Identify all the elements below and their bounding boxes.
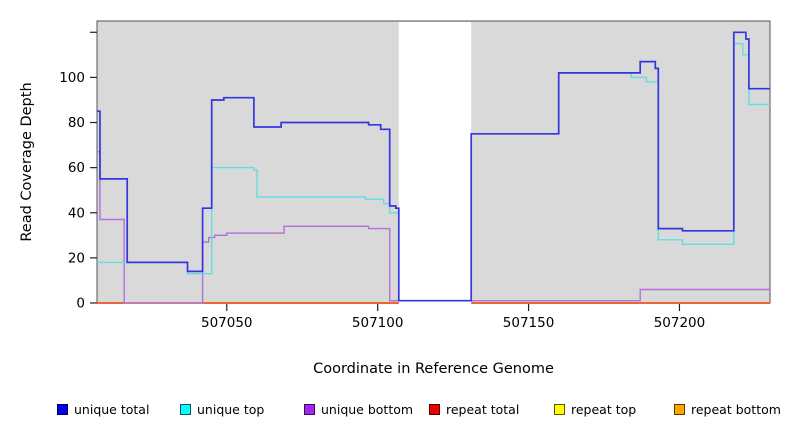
legend-item-unique-bottom: unique bottom [304,401,413,417]
legend-label-unique-bottom: unique bottom [321,401,414,417]
legend-label-repeat-total: repeat total [446,401,520,417]
legend-label-repeat-bottom: repeat bottom [691,401,781,417]
legend-swatch-repeat-top [554,403,565,415]
legend-label-repeat-top: repeat top [571,401,637,417]
x-tick-label-507100: 507100 [352,315,404,331]
legend: unique total unique top unique bottom repea… [0,0,792,417]
series-line-unique-total [97,31,770,302]
y-axis-title: Read Coverage Depth [19,82,35,242]
legend-swatch-unique-bottom [304,403,315,415]
legend-item-repeat-total: repeat total [429,401,519,417]
legend-swatch-repeat-total [429,403,440,415]
legend-label-unique-top: unique top [197,401,265,417]
legend-swatch-unique-top [180,403,191,415]
y-tick-label-40: 40 [68,205,85,221]
legend-swatch-unique-total [57,403,68,415]
legend-item-unique-total: unique total [57,401,149,417]
legend-item-repeat-top: repeat top [554,401,636,417]
x-tick-label-507050: 507050 [201,315,253,331]
y-tick-label-100: 100 [59,70,85,86]
y-tick-label-0: 0 [76,296,85,312]
legend-item-repeat-bottom: repeat bottom [674,401,781,417]
legend-swatch-repeat-bottom [674,403,685,415]
x-tick-label-507150: 507150 [503,315,555,331]
y-tick-label-80: 80 [68,115,85,131]
legend-label-unique-total: unique total [74,401,150,417]
y-tick-label-60: 60 [68,160,85,176]
x-tick-label-507200: 507200 [654,315,706,331]
y-tick-label-20: 20 [68,250,85,266]
no-data-band [398,22,472,308]
legend-item-unique-top: unique top [180,401,264,417]
series-line-unique-bottom [97,151,770,304]
x-axis-title: Coordinate in Reference Genome [313,361,554,377]
